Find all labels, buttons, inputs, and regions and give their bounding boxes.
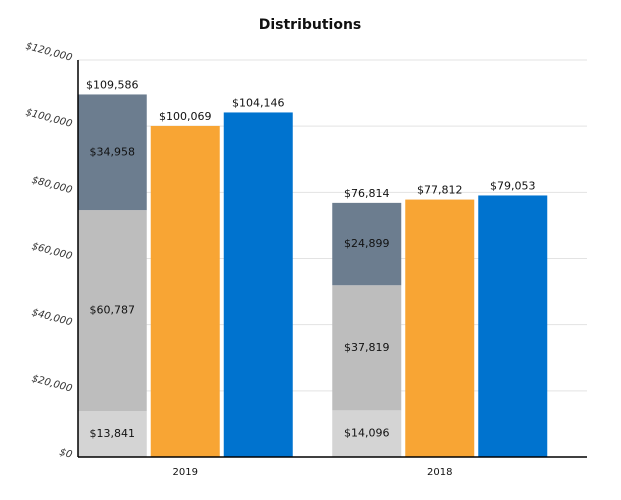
data-label: $77,812: [417, 184, 463, 197]
bar: [150, 125, 220, 458]
x-tick-label: 2018: [427, 467, 452, 478]
total-label: $76,814: [344, 187, 390, 200]
y-tick-label: $100,000: [24, 107, 73, 130]
x-tick-label: 2019: [173, 467, 198, 478]
data-label: $24,899: [344, 237, 390, 250]
y-tick-label: $120,000: [24, 41, 73, 64]
data-label: $13,841: [90, 427, 136, 440]
data-label: $100,069: [159, 110, 212, 123]
y-tick-label: $80,000: [30, 175, 73, 196]
total-label: $109,586: [86, 78, 139, 91]
bar: [77, 411, 147, 457]
bar: [405, 199, 475, 457]
data-label: $34,958: [90, 145, 136, 158]
chart-title: Distributions: [259, 17, 362, 33]
bar: [332, 202, 402, 286]
bar: [77, 210, 147, 412]
bar: [223, 112, 293, 457]
bar: [332, 410, 402, 457]
data-label: $14,096: [344, 427, 390, 440]
data-label: $79,053: [490, 179, 536, 192]
y-tick-label: $40,000: [30, 307, 73, 328]
data-label: $60,787: [90, 304, 136, 317]
y-tick-label: $0: [58, 447, 73, 461]
bar: [478, 195, 548, 458]
bar: [77, 94, 147, 211]
y-tick-label: $20,000: [30, 373, 73, 394]
y-tick-label: $60,000: [30, 241, 73, 262]
bar: [332, 285, 402, 411]
data-label: $37,819: [344, 341, 390, 354]
data-label: $104,146: [232, 96, 285, 109]
